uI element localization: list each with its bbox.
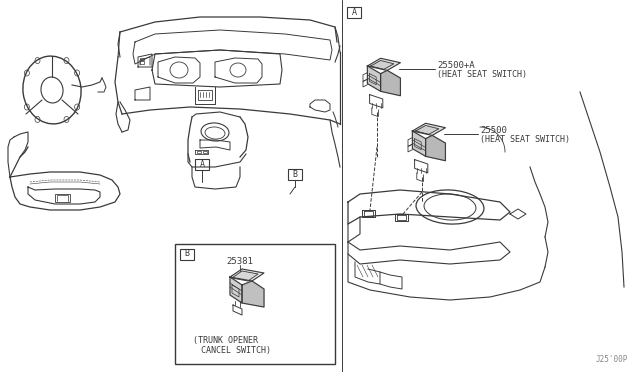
Text: J25'00P: J25'00P [596,355,628,364]
Polygon shape [416,125,439,134]
Bar [140,61,144,64]
Text: 25500+A: 25500+A [437,61,475,70]
Polygon shape [412,131,426,156]
Polygon shape [230,277,242,303]
Polygon shape [242,281,264,307]
Text: 25500: 25500 [480,125,507,135]
Text: (HEAT SEAT SWITCH): (HEAT SEAT SWITCH) [437,70,527,78]
Text: 25381: 25381 [227,257,253,266]
Bar [288,169,302,180]
Text: CANCEL SWITCH): CANCEL SWITCH) [201,346,271,355]
Polygon shape [371,61,394,69]
Polygon shape [232,271,258,281]
Polygon shape [381,70,401,96]
Bar [55,194,70,202]
Bar [140,58,144,60]
Bar [180,249,194,260]
Text: (TRUNK OPENER: (TRUNK OPENER [193,336,258,344]
Bar [175,244,335,364]
Bar [347,7,361,18]
Text: A: A [351,7,356,16]
Polygon shape [412,123,445,135]
Polygon shape [367,66,381,91]
Text: (HEAT SEAT SWITCH): (HEAT SEAT SWITCH) [480,135,570,144]
Text: A: A [200,160,205,169]
Bar [203,151,207,153]
Text: B: B [292,170,298,179]
Text: B: B [184,250,189,259]
Polygon shape [367,58,401,70]
Bar [195,159,209,170]
Bar [197,151,201,153]
Polygon shape [230,269,264,281]
Polygon shape [426,135,445,161]
